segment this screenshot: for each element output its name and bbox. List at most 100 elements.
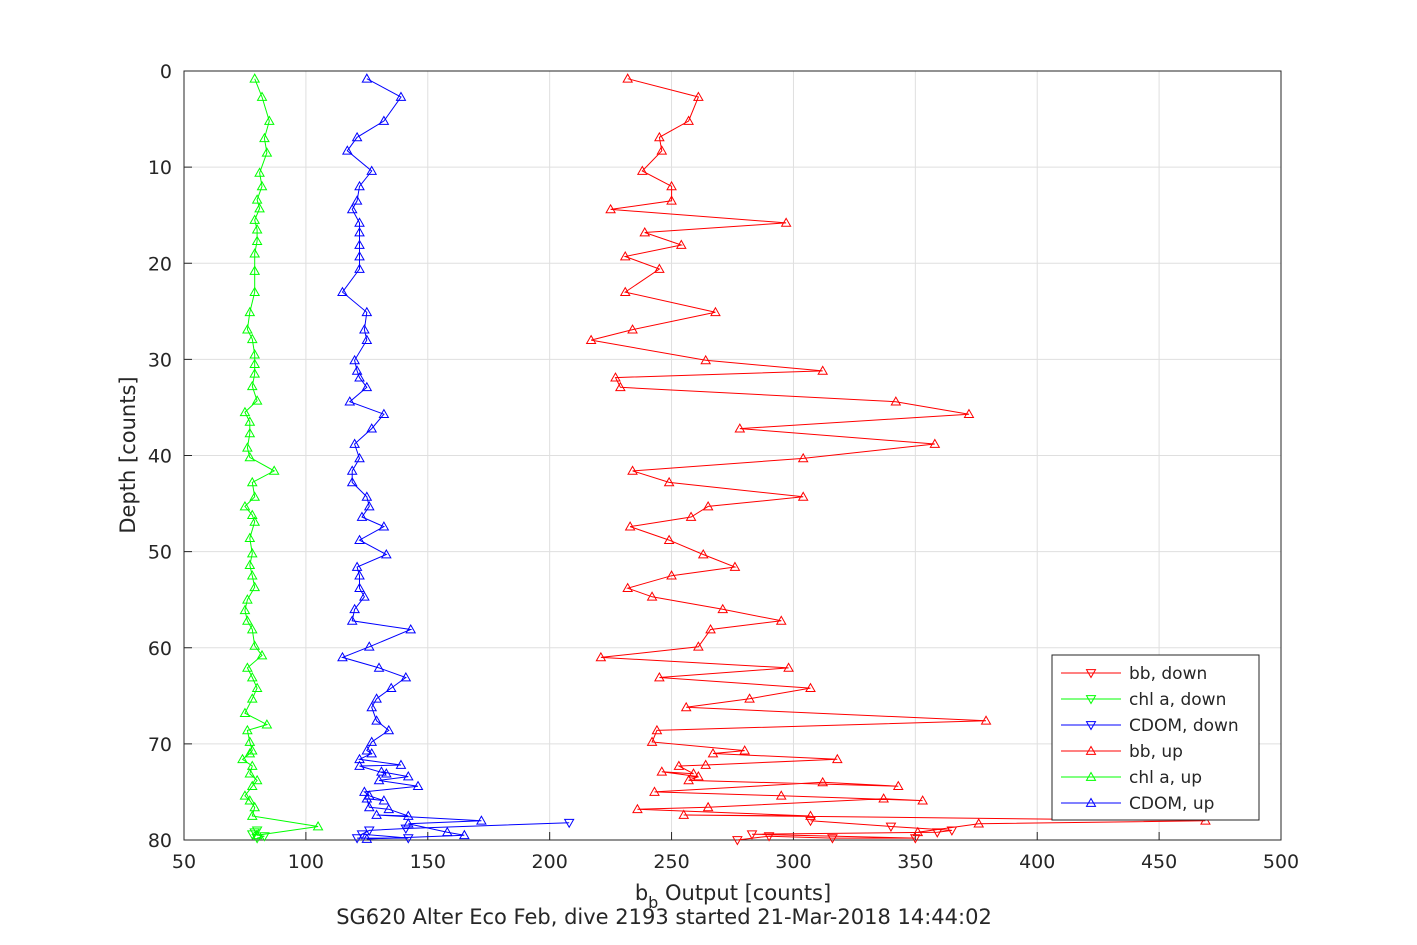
legend-entry: chl a, down [1061, 690, 1226, 710]
legend-marker [1085, 721, 1097, 731]
data-point [244, 306, 256, 317]
data-point [917, 795, 929, 805]
data-point [654, 672, 665, 682]
data-point [251, 682, 263, 692]
data-point [371, 693, 382, 703]
data-point [249, 73, 261, 83]
data-point [361, 381, 373, 392]
data-point [805, 810, 816, 820]
data-point [700, 354, 712, 365]
data-point [249, 368, 261, 378]
series-line [340, 78, 482, 840]
data-point [780, 217, 792, 227]
data-point [256, 91, 268, 101]
data-point [344, 396, 356, 406]
series-cdom-up [337, 73, 487, 843]
data-point [700, 759, 712, 769]
data-point [663, 534, 675, 544]
legend-entry: CDOM, down [1061, 716, 1239, 736]
data-point [354, 372, 365, 382]
data-point [373, 662, 385, 672]
series-line [590, 78, 1206, 833]
data-point [585, 334, 597, 345]
legend-box [1051, 654, 1260, 821]
data-point [707, 747, 719, 758]
data-point [680, 701, 692, 712]
legend-entry: bb, up [1061, 742, 1183, 762]
data-point [249, 349, 261, 359]
x-tick-label: 400 [1019, 851, 1055, 873]
data-point [734, 423, 746, 433]
data-point [346, 465, 358, 475]
data-point [249, 214, 261, 224]
data-point [892, 780, 904, 791]
data-point [622, 582, 634, 593]
data-point [458, 829, 470, 840]
data-point [636, 165, 648, 175]
data-point [256, 180, 268, 191]
data-point [805, 682, 816, 692]
data-point [361, 306, 373, 317]
data-point [254, 202, 265, 213]
data-point [651, 724, 663, 735]
data-point [268, 465, 280, 475]
x-tick-label: 450 [1141, 851, 1177, 873]
legend-entry: CDOM, up [1061, 794, 1214, 814]
data-point [827, 834, 838, 844]
data-point [595, 651, 607, 662]
data-point [639, 226, 651, 237]
y-tick-label: 60 [148, 638, 172, 660]
data-point [359, 786, 370, 796]
data-point [878, 793, 890, 803]
y-tick-label: 80 [148, 830, 172, 852]
data-point [654, 263, 665, 273]
data-point [354, 760, 365, 770]
legend-label: CDOM, up [1129, 794, 1214, 814]
data-point [246, 548, 258, 558]
y-axis-label: Depth [counts] [116, 376, 140, 533]
data-point [649, 786, 660, 796]
data-point [656, 766, 668, 776]
data-point [359, 324, 370, 334]
data-point [354, 226, 365, 237]
data-point [246, 476, 258, 487]
data-point [627, 324, 638, 334]
data-point [312, 821, 324, 831]
x-tick-label: 300 [775, 851, 811, 873]
data-point [383, 724, 395, 735]
data-point [354, 180, 365, 191]
data-point [817, 365, 829, 375]
data-point [627, 465, 638, 475]
data-point [337, 286, 348, 296]
data-point [563, 818, 575, 829]
data-point [744, 693, 755, 703]
data-point [380, 549, 392, 559]
data-point [380, 768, 392, 778]
data-point [246, 780, 258, 791]
data-point [693, 91, 704, 101]
data-point [371, 715, 382, 725]
data-point [619, 286, 631, 296]
data-point [249, 828, 261, 838]
data-point [263, 115, 275, 125]
data-point [249, 286, 261, 296]
x-axis-label: bb Output [counts] [635, 881, 831, 912]
data-point [242, 324, 253, 334]
data-point [259, 132, 270, 143]
data-point [683, 774, 694, 785]
data-point [349, 438, 361, 448]
legend-entry: chl a, up [1061, 768, 1202, 788]
data-point [622, 73, 634, 83]
data-point [239, 406, 251, 417]
data-point [666, 195, 677, 205]
legend-label: bb, up [1129, 742, 1183, 762]
legend-label: CDOM, down [1129, 716, 1239, 736]
data-point [739, 745, 751, 755]
series-bb-up [585, 73, 1211, 837]
data-point [242, 662, 253, 672]
data-point [246, 333, 258, 344]
data-point [666, 180, 677, 191]
data-point [254, 167, 265, 177]
data-point [246, 760, 258, 770]
data-point [249, 248, 261, 258]
